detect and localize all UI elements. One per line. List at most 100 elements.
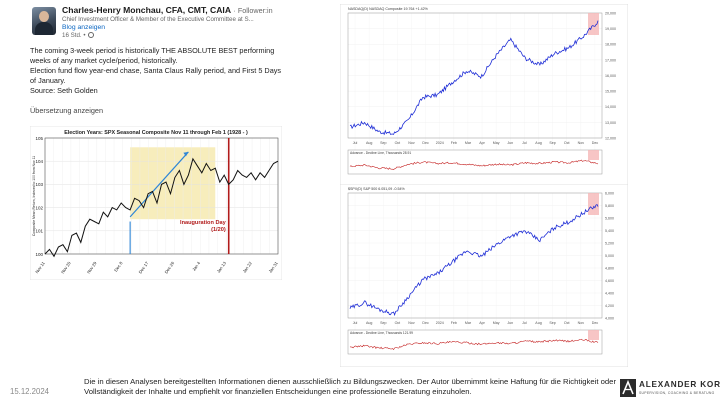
logo-name: ALEXANDER KORN xyxy=(639,380,720,389)
x-tick-label: Jan 4 xyxy=(191,260,201,272)
nasdaq-chart: NASDAQ(D) NASDAQ Composite 19.764 +1.42%… xyxy=(340,4,628,186)
y-tick-label: 4,600 xyxy=(605,279,614,283)
x-tick-label: Dec 8 xyxy=(113,260,124,272)
x-tick-label: Mar xyxy=(465,141,472,145)
chart-header: NASDAQ(D) NASDAQ Composite 19.764 +1.42% xyxy=(348,7,429,11)
x-tick-label: Sep xyxy=(549,321,555,325)
x-tick-label: Jan 13 xyxy=(216,260,228,274)
x-tick-label: 2024 xyxy=(436,141,444,145)
seasonal-highlight-box xyxy=(130,147,216,220)
spx-chart-svg: $SPX(D) S&P 500 6.051,09 -0.54% 6,000 5,80… xyxy=(340,184,628,367)
x-tick-label: Nov xyxy=(408,321,415,325)
x-tick-label: Dec xyxy=(592,141,599,145)
x-tick-label: Feb xyxy=(451,141,457,145)
x-tick-label: Mar xyxy=(465,321,472,325)
x-tick-label: Aug xyxy=(366,141,372,145)
x-tick-label: Aug xyxy=(535,141,541,145)
x-tick-label: Jan 22 xyxy=(242,260,254,274)
y-tick-label: 5,200 xyxy=(605,241,614,245)
x-tick-label: Oct xyxy=(395,141,401,145)
seasonal-chart-svg: Election Years: SPX Seasonal Composite N… xyxy=(30,126,282,280)
x-tick-label: Jul xyxy=(353,141,358,145)
x-tick-label: Oct xyxy=(564,141,570,145)
nasdaq-chart-svg: NASDAQ(D) NASDAQ Composite 19.764 +1.42%… xyxy=(340,4,628,186)
follow-tag-label: Follower:in xyxy=(237,6,273,15)
linkedin-post: Charles-Henry Monchau, CFA, CMT, CAIA · … xyxy=(30,4,292,115)
chart-title: Election Years: SPX Seasonal Composite N… xyxy=(64,130,248,136)
x-tick-label: May xyxy=(493,141,500,145)
price-plot-area xyxy=(347,12,603,139)
author-info: Charles-Henry Monchau, CFA, CMT, CAIA · … xyxy=(62,5,294,39)
logo-mark-icon xyxy=(620,379,636,397)
seasonal-composite-line xyxy=(44,157,279,258)
spx-chart: $SPX(D) S&P 500 6.051,09 -0.54% 6,000 5,80… xyxy=(340,184,628,367)
y-tick-label: 4,200 xyxy=(605,304,614,308)
post-text-line: The coming 3-week period is historically… xyxy=(30,46,275,55)
y-tick-label: 104 xyxy=(35,159,43,164)
recent-highlight xyxy=(588,13,599,35)
x-tick-label: Jul xyxy=(353,321,358,325)
y-tick-label: 14,000 xyxy=(605,105,616,109)
follow-tag: · Follower:in xyxy=(233,6,273,15)
y-tick-label: 105 xyxy=(35,136,43,141)
x-tick-label: Aug xyxy=(366,321,372,325)
post-header: Charles-Henry Monchau, CFA, CMT, CAIA · … xyxy=(30,4,292,44)
breadth-label: Advance - Decline Line, Thousands 28.91 xyxy=(350,151,411,155)
x-tick-label: Jun xyxy=(507,141,513,145)
price-line xyxy=(349,20,599,136)
post-text: The coming 3-week period is historically… xyxy=(30,46,292,96)
post-text-line: Election fund flow year-end chase, Santa… xyxy=(30,66,282,75)
x-tick-label: Feb xyxy=(451,321,457,325)
logo-subtitle: SUPERVISION, COACHING & BERATUNG xyxy=(639,391,715,395)
y-tick-label: 17,000 xyxy=(605,58,616,62)
y-tick-label: 4,000 xyxy=(605,316,614,320)
x-tick-label: Dec xyxy=(422,321,429,325)
x-tick-label: Apr xyxy=(479,321,485,325)
y-tick-label: 13,000 xyxy=(605,121,616,125)
x-tick-label: Oct xyxy=(564,321,570,325)
breadth-line xyxy=(349,159,599,170)
post-time: 16 Std. • xyxy=(62,32,86,39)
y-tick-label: 19,000 xyxy=(605,27,616,31)
price-line xyxy=(349,203,599,317)
y-tick-label: 18,000 xyxy=(605,43,616,47)
y-tick-label: 5,400 xyxy=(605,229,614,233)
author-avatar[interactable] xyxy=(32,7,56,35)
y-tick-label: 4,800 xyxy=(605,266,614,270)
x-tick-label: Dec xyxy=(592,321,599,325)
y-tick-label: 5,600 xyxy=(605,216,614,220)
x-tick-label: Nov xyxy=(578,321,585,325)
author-name[interactable]: Charles-Henry Monchau, CFA, CMT, CAIA xyxy=(62,5,232,15)
plot-area xyxy=(44,137,279,255)
x-tick-label: Nov 11 xyxy=(34,260,46,274)
y-tick-label: 102 xyxy=(35,205,43,210)
x-tick-label: Jan 31 xyxy=(268,260,280,274)
x-tick-label: Oct xyxy=(395,321,401,325)
x-tick-label: 2024 xyxy=(436,321,444,325)
breadth-line xyxy=(349,338,599,350)
breadth-plot-area xyxy=(347,329,603,355)
breadth-plot-area xyxy=(347,149,603,175)
trend-arrow xyxy=(129,151,189,218)
blog-link[interactable]: Blog anzeigen xyxy=(62,24,106,31)
brand-logo: ALEXANDER KORN SUPERVISION, COACHING & B… xyxy=(620,379,720,401)
post-text-line: of January. xyxy=(30,76,66,85)
globe-icon xyxy=(87,32,94,38)
translate-link[interactable]: Übersetzung anzeigen xyxy=(30,106,104,115)
y-tick-label: 103 xyxy=(35,182,43,187)
post-meta: 16 Std. • xyxy=(62,32,294,39)
author-title: Chief Investment Officer & Member of the… xyxy=(62,16,254,23)
recent-highlight xyxy=(588,193,599,215)
y-tick-label: 101 xyxy=(35,229,43,234)
seasonal-chart: Election Years: SPX Seasonal Composite N… xyxy=(30,126,282,280)
y-tick-label: 4,400 xyxy=(605,291,614,295)
x-tick-label: Dec xyxy=(422,141,429,145)
x-tick-label: May xyxy=(493,321,500,325)
x-tick-label: Sep xyxy=(549,141,555,145)
x-tick-label: Jul xyxy=(522,141,527,145)
x-tick-label: Jul xyxy=(522,321,527,325)
trend-arrow-head xyxy=(183,151,189,157)
disclaimer-text: Die in diesen Analysen bereitgestellten … xyxy=(84,377,617,396)
x-tick-label: Sep xyxy=(380,141,386,145)
inauguration-label: (1/20) xyxy=(211,227,226,233)
